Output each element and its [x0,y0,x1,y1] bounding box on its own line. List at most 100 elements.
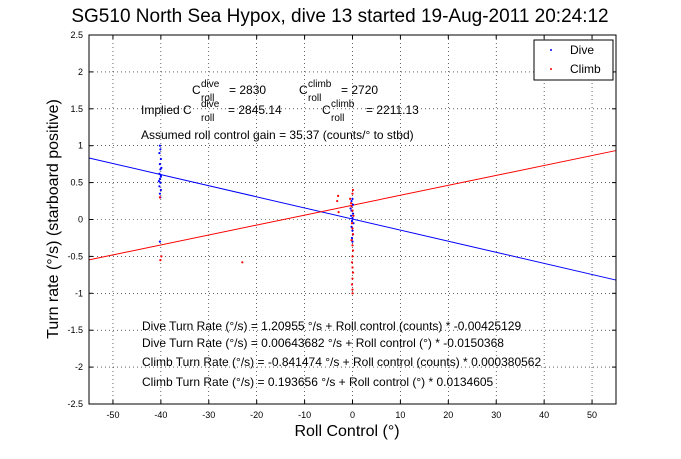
data-point-layer [157,144,355,295]
c-dive-superscript: dive [201,79,220,90]
legend-climb-label: Climb [570,62,601,76]
x-tick-label: 50 [587,410,597,420]
c-roll-climb-annotation: C climb roll = 2720 [299,79,378,104]
x-tick-label: 20 [443,410,453,420]
y-tick-label: 2 [78,67,83,77]
legend-dive-marker [550,49,552,51]
y-tick-label: 2.5 [70,30,83,40]
climb-data-point [349,197,352,200]
grid-layer [89,34,616,405]
implied-climb-value: = 2211.13 [366,103,419,117]
c-climb-prefix: C [299,83,308,97]
climb-data-point [241,261,244,264]
climb-data-point [351,277,354,280]
y-axis-label: Turn rate (°/s) (starboard positive) [45,99,62,339]
y-tick-label: 1.5 [70,104,83,114]
climb-data-point [351,233,355,236]
legend-dive-label: Dive [570,43,594,57]
climb-data-point [351,255,354,258]
dive-data-point [351,216,354,220]
y-tick-label: 1 [78,141,83,151]
dive-data-point [159,188,162,192]
dive-data-point [351,212,355,215]
dive-data-point [158,177,162,181]
legend: Dive Climb [533,39,614,81]
climb-data-point [351,209,354,212]
dive-data-point [158,151,161,155]
implied-c-roll-annotation: Implied C dive roll = 2845.14 C climb ro… [141,99,419,124]
dive-data-point [349,207,352,210]
implied-prefix: Implied C [141,103,192,117]
dive-data-point [158,192,162,195]
y-tick-label: 0.5 [70,178,83,188]
y-tick-label: -1.5 [67,325,83,335]
climb-data-point [350,205,353,208]
y-tick-label: 0 [78,215,83,225]
x-tick-label: -50 [106,410,119,420]
c-dive-value: = 2830 [229,83,266,97]
climb-data-point [351,249,355,252]
x-tick-label: 30 [491,410,501,420]
x-tick-label: -10 [298,410,311,420]
dive-data-point [158,185,161,188]
x-tick-label: -40 [154,410,167,420]
climb-data-point [349,202,353,205]
y-tick-label: -1 [75,288,83,298]
dive-data-point [351,203,355,206]
dive-data-point [159,157,162,161]
implied-dive-subscript: roll [201,113,214,124]
climb-data-point [351,244,354,247]
climb-data-point [351,288,354,291]
climb-data-point [336,199,339,203]
climb-data-point [351,292,354,295]
climb-data-point [350,261,354,264]
dive-data-point [159,174,162,177]
dive-data-point [157,180,161,183]
climb-data-point [159,258,162,262]
dive-data-point [351,229,354,232]
x-tick-label: 0 [350,410,355,420]
roll-gain-annotation: Assumed roll control gain = 35.37 (count… [141,128,414,142]
climb-data-point [351,227,354,230]
c-roll-dive-annotation: C dive roll = 2830 [192,79,266,104]
x-tick-label: 40 [539,410,549,420]
climb-data-point [352,214,355,217]
climb-data-point [351,192,354,195]
legend-box [533,39,614,81]
implied-climb-prefix: C [322,103,331,117]
climb-data-point [350,222,354,225]
x-tick-label: -20 [250,410,263,420]
c-climb-subscript: roll [308,93,321,104]
climb-data-point [350,283,354,286]
climb-data-point [351,188,355,192]
y-tick-label: -0.5 [67,251,83,261]
c-dive-prefix: C [192,83,201,97]
c-climb-superscript: climb [308,79,332,90]
dive-data-point [160,166,163,169]
y-tick-label: -2.5 [67,399,83,409]
climb-data-point [351,271,355,274]
dive-data-point [159,148,162,151]
x-tick-label: 10 [395,410,405,420]
dive-data-point [158,240,162,243]
implied-climb-superscript: climb [331,99,355,110]
implied-dive-superscript: dive [201,99,220,110]
tick-layer: -50 -40 -30 -20 -10 0 10 20 30 40 50-2.5-2-1.5-1-0… [67,30,616,420]
y-tick-label: -2 [75,362,83,372]
climb-data-point [337,211,340,214]
dive-data-point [349,214,353,217]
dive-data-point [159,181,162,184]
dive-data-point [350,199,353,203]
legend-climb-marker [550,68,552,70]
climb-data-point [158,196,162,199]
fit-equation-4: Climb Turn Rate (°/s) = 0.193656 °/s + R… [142,375,494,389]
fit-equation-2: Dive Turn Rate (°/s) = 0.00643682 °/s + … [142,336,504,350]
x-tick-label: -30 [202,410,215,420]
fit-equation-3: Climb Turn Rate (°/s) = -0.841474 °/s + … [142,355,541,369]
implied-climb-subscript: roll [331,113,344,124]
climb-data-point [160,255,163,258]
dive-data-point [158,163,162,166]
chart-title: SG510 North Sea Hypox, dive 13 started 1… [71,6,608,27]
dive-data-point [158,172,161,175]
